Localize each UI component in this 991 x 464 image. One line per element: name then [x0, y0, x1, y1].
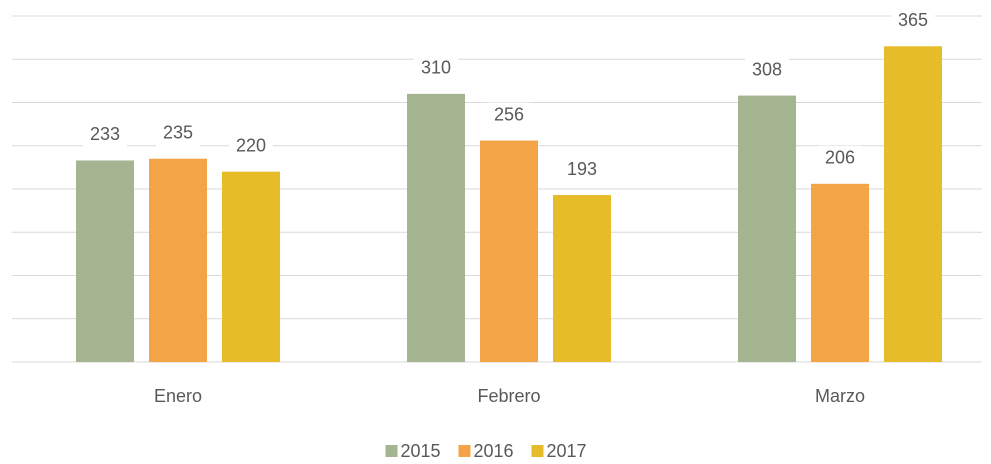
data-label-bg — [487, 102, 531, 129]
legend-label: 2017 — [547, 441, 587, 461]
data-label-bg — [83, 122, 127, 149]
bar — [76, 160, 134, 362]
data-label: 233 — [90, 124, 120, 144]
data-label-bg — [560, 157, 604, 184]
x-tick-label: Enero — [154, 386, 202, 406]
data-label: 310 — [421, 58, 451, 78]
bar — [884, 46, 942, 363]
data-label-bg — [818, 145, 862, 172]
data-label: 206 — [825, 148, 855, 168]
data-label-bg — [414, 55, 458, 82]
bar — [222, 171, 280, 362]
data-label: 365 — [898, 10, 928, 30]
data-label-bg — [156, 120, 200, 147]
bar — [149, 158, 207, 362]
x-tick-label: Febrero — [477, 386, 540, 406]
legend-label: 2016 — [474, 441, 514, 461]
data-label: 235 — [163, 122, 193, 142]
x-tick-label: Marzo — [815, 386, 865, 406]
legend-swatch — [531, 445, 544, 457]
bar — [738, 95, 796, 362]
data-label-bg — [891, 8, 935, 35]
legend-swatch — [458, 445, 471, 457]
bar — [811, 183, 869, 362]
data-label-bg — [229, 133, 273, 160]
data-label: 256 — [494, 104, 524, 124]
bar — [407, 93, 465, 362]
bar — [480, 140, 538, 362]
data-label: 308 — [752, 59, 782, 79]
data-label: 220 — [236, 135, 266, 155]
data-label: 193 — [567, 159, 597, 179]
data-label-bg — [745, 57, 789, 84]
legend-swatch — [385, 445, 398, 457]
legend-label: 2015 — [401, 441, 441, 461]
bar — [553, 195, 611, 362]
